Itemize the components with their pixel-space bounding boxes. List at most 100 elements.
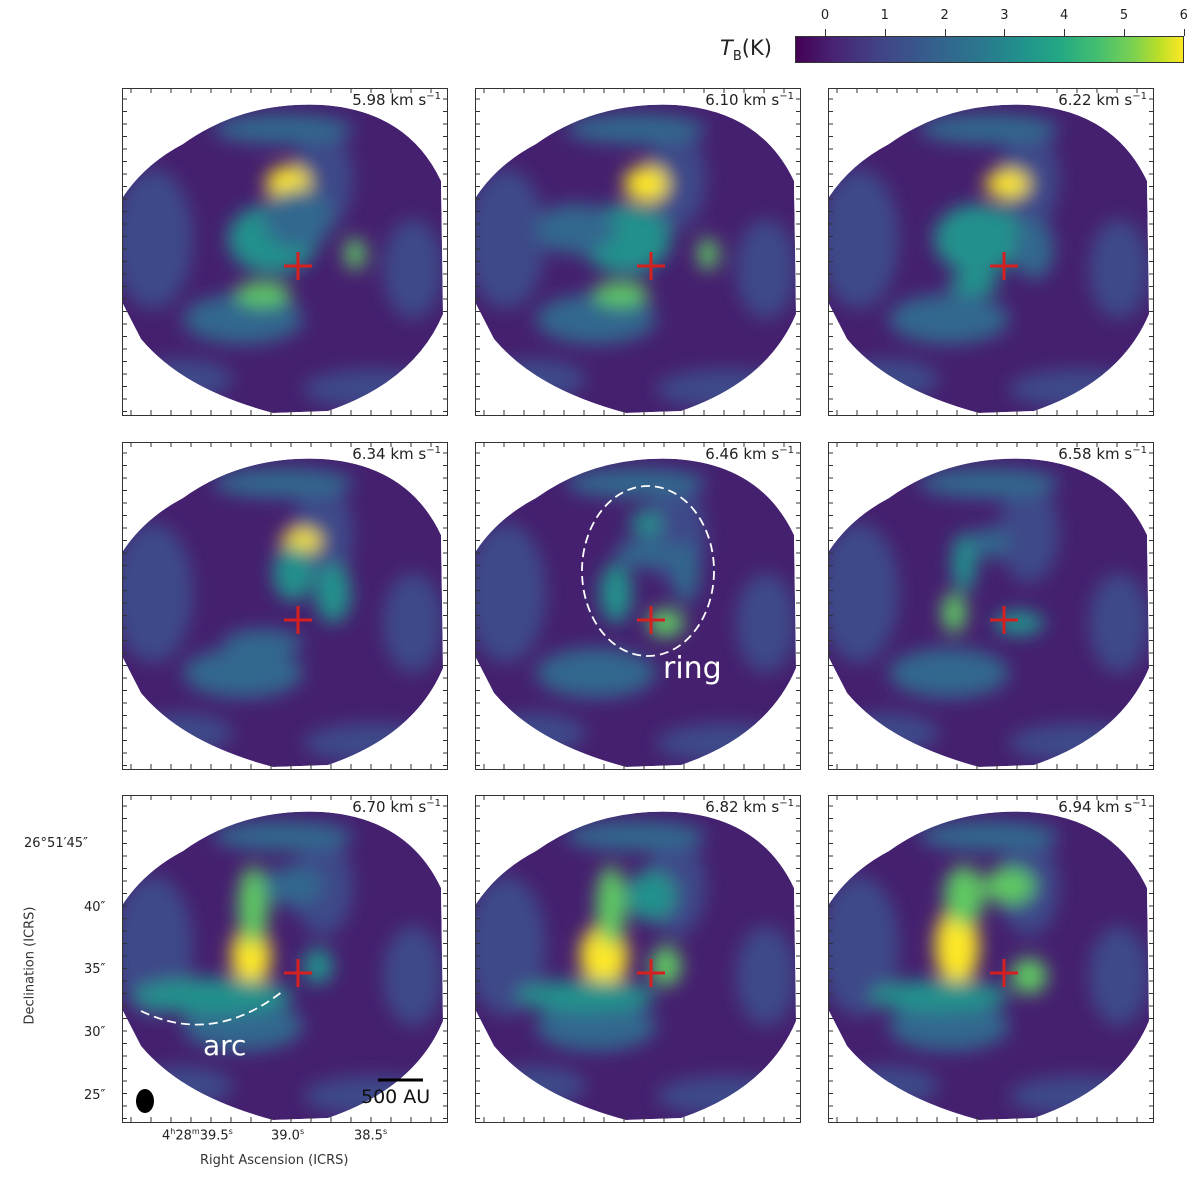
source-cross-marker <box>990 959 1018 987</box>
emission-blob <box>600 563 632 623</box>
emission-blob <box>486 359 586 399</box>
source-cross-marker <box>284 959 312 987</box>
source-cross-marker <box>637 252 665 280</box>
emission-blob <box>919 821 1059 851</box>
emission-blob <box>624 166 668 202</box>
emission-blob <box>952 533 976 593</box>
emission-blob <box>596 866 626 946</box>
emission-blob <box>889 294 1009 344</box>
colorbar-tick: 6 <box>1179 8 1188 23</box>
emission-blob <box>133 713 233 753</box>
emission-blob <box>994 611 1044 635</box>
source-cross-marker <box>637 606 665 634</box>
emission-blob <box>536 648 656 698</box>
velocity-label: 5.98 km s−1 <box>352 91 441 109</box>
emission-blob <box>1009 723 1149 763</box>
emission-blob <box>1009 1076 1149 1116</box>
colorbar-tick-mark <box>1124 29 1125 36</box>
emission-blob <box>999 129 1059 229</box>
velocity-label: 6.46 km s−1 <box>705 445 794 463</box>
velocity-label: 6.10 km s−1 <box>705 91 794 109</box>
axis-ticks <box>476 443 800 769</box>
emission-blob <box>486 713 586 753</box>
emission-blob <box>736 573 796 673</box>
emission-blob <box>651 946 681 986</box>
emission-blob <box>476 876 546 1016</box>
emission-blob <box>839 1066 939 1106</box>
emission-blob <box>985 170 1029 198</box>
channel-map-panel: 6.34 km s−1 <box>122 442 448 770</box>
colorbar-gradient <box>795 36 1184 63</box>
emission-blob <box>273 545 313 601</box>
emission-blob <box>616 538 676 568</box>
y-tick: 30″ <box>84 1025 106 1040</box>
emission-blob <box>303 369 443 409</box>
emission-blob <box>593 282 649 306</box>
emission-blob <box>303 948 333 984</box>
source-cross-marker <box>284 252 312 280</box>
emission-blob <box>648 609 684 637</box>
colorbar-label-sub: B <box>732 49 742 65</box>
emission-blob <box>984 868 1034 904</box>
emission-blob <box>1009 369 1149 409</box>
emission-blob <box>889 1001 1009 1051</box>
channel-map-panel: 6.94 km s−1 <box>828 795 1154 1123</box>
emission-blob <box>133 978 293 1014</box>
emission-blob <box>536 1001 656 1051</box>
emission-blob <box>303 723 443 763</box>
axis-ticks <box>476 89 800 415</box>
emission-blob <box>919 468 1059 498</box>
emission-blob <box>656 1076 796 1116</box>
emission-blob <box>949 272 999 296</box>
emission-blob <box>133 359 233 399</box>
emission-blob <box>566 468 706 498</box>
colorbar-tick: 3 <box>1000 8 1009 23</box>
y-tick: 26°51′45″ <box>24 836 88 851</box>
emission-blob <box>999 483 1059 583</box>
y-tick: 40″ <box>84 900 106 915</box>
axis-ticks <box>123 443 447 769</box>
emission-blob <box>123 169 193 309</box>
colorbar-label-unit: (K) <box>741 36 772 60</box>
velocity-label: 6.34 km s−1 <box>352 445 441 463</box>
colorbar-tick-mark <box>1183 29 1185 36</box>
emission-blob <box>1089 926 1149 1026</box>
emission-blob <box>869 980 1009 1012</box>
velocity-label: 6.58 km s−1 <box>1058 445 1147 463</box>
emission-blob <box>476 523 546 663</box>
axis-ticks <box>829 443 1153 769</box>
emission-blob <box>345 238 365 270</box>
velocity-label: 6.22 km s−1 <box>1058 91 1147 109</box>
emission-blob <box>183 294 303 344</box>
emission-blob <box>630 511 662 535</box>
emission-blob <box>213 821 353 851</box>
axis-ticks <box>829 89 1153 415</box>
emission-blob <box>223 629 303 657</box>
emission-blob <box>969 528 1009 558</box>
emission-blob <box>183 648 303 698</box>
axis-ticks <box>829 796 1153 1122</box>
emission-blob <box>646 129 706 229</box>
x-axis-label: Right Ascension (ICRS) <box>200 1153 349 1168</box>
beam-ellipse <box>136 1089 154 1113</box>
emission-blob <box>672 543 700 603</box>
emission-blob <box>383 573 443 673</box>
channel-map-panel: 6.58 km s−1 <box>828 442 1154 770</box>
emission-blob <box>1014 219 1054 279</box>
emission-blob <box>944 866 984 926</box>
emission-blob <box>919 114 1059 144</box>
colorbar-tick: 0 <box>820 8 830 23</box>
emission-blob <box>935 906 979 986</box>
emission-blob <box>566 114 706 144</box>
channel-map-panel: 6.46 km s−1 ring <box>475 442 801 770</box>
velocity-label: 6.70 km s−1 <box>352 798 441 816</box>
emission-blob <box>231 926 271 986</box>
emission-blob <box>829 876 899 1016</box>
colorbar-tick-mark <box>1064 29 1066 36</box>
emission-blob <box>123 523 193 663</box>
axis-ticks <box>123 796 447 1122</box>
colorbar-tick-mark <box>825 29 826 36</box>
channel-map-panel: 6.22 km s−1 <box>828 88 1154 416</box>
emission-blob <box>626 871 676 921</box>
arc-outline <box>140 990 284 1026</box>
